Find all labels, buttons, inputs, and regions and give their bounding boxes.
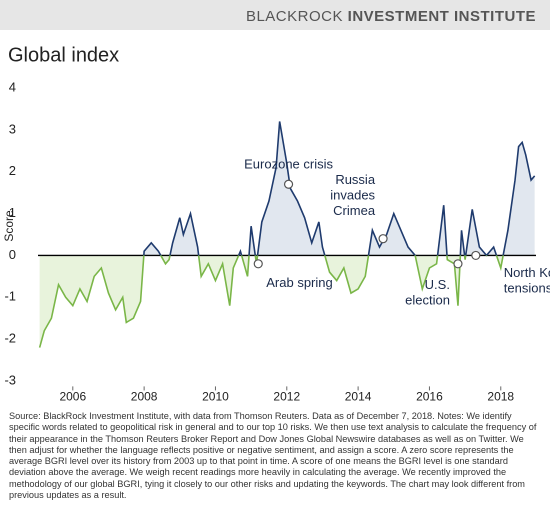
source-note: Source: BlackRock Investment Institute, … [9, 411, 537, 501]
annotation-label: Russia [335, 172, 376, 187]
y-tick-label: -1 [4, 289, 16, 304]
annotation-label: invades [330, 188, 375, 203]
annotation-label: election [405, 293, 450, 308]
x-tick-label: 2010 [202, 390, 229, 404]
x-tick-label: 2012 [273, 390, 300, 404]
y-tick-label: 0 [9, 247, 16, 262]
y-tick-label: 2 [9, 163, 16, 178]
x-tick-label: 2014 [345, 390, 372, 404]
y-tick-label: 4 [9, 79, 16, 94]
annotation-label: tensions [504, 280, 550, 295]
annotation-marker [283, 179, 294, 189]
annotation-marker [453, 259, 463, 269]
x-tick-label: 2018 [487, 390, 514, 404]
annotation-marker [253, 259, 263, 269]
y-tick-label: 3 [9, 121, 16, 136]
division: INVESTMENT INSTITUTE [347, 8, 536, 25]
y-axis-label: Score [2, 210, 16, 242]
y-tick-label: -2 [4, 331, 16, 346]
x-tick-label: 2016 [416, 390, 443, 404]
annotation-marker [471, 250, 481, 261]
annotation-label: Crimea [333, 203, 376, 218]
x-tick-label: 2008 [131, 390, 158, 404]
annotation-label: U.S. [425, 277, 450, 292]
annotation-label: North Korea [504, 265, 550, 280]
annotation-marker [378, 234, 388, 244]
chart: Global index Score -3 -2 -1 0 1 2 3 4 2006 2008 20… [2, 44, 550, 404]
annotation-label: Eurozone crisis [244, 157, 333, 172]
chart-title: Global index [8, 44, 119, 66]
area [39, 121, 535, 348]
x-tick-label: 2006 [59, 390, 86, 404]
annotation-label: Arab spring [266, 275, 332, 290]
brand: BLACKROCK [245, 8, 343, 25]
y-tick-label: -3 [4, 372, 16, 387]
header: BLACKROCK INVESTMENT INSTITUTE [0, 0, 550, 30]
line [38, 121, 536, 348]
y-tick-label: 1 [9, 205, 16, 220]
